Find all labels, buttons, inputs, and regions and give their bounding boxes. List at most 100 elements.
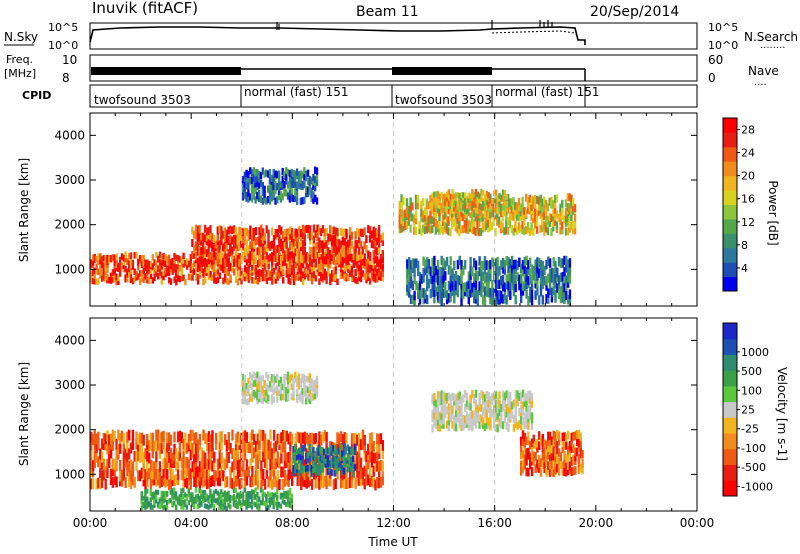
- echo-cell: [573, 204, 577, 213]
- echo-cell: [307, 253, 310, 262]
- echo-cell: [505, 422, 508, 430]
- echo-cell: [176, 262, 180, 270]
- echo-cell: [354, 244, 357, 253]
- echo-cell: [561, 258, 564, 268]
- echo-cell: [175, 474, 178, 486]
- colorbar-segment: [723, 247, 737, 263]
- echo-cell: [174, 504, 178, 510]
- echo-cell: [277, 389, 281, 397]
- echo-cell: [149, 272, 153, 279]
- echo-cell: [321, 466, 324, 473]
- echo-cell: [205, 493, 208, 499]
- echo-cell: [473, 393, 476, 402]
- echo-cell: [568, 289, 572, 299]
- echo-cell: [483, 274, 487, 284]
- echo-cell: [229, 248, 232, 257]
- echo-cell: [550, 228, 553, 237]
- echo-cell: [500, 211, 503, 218]
- echo-cell: [543, 221, 546, 230]
- echo-cell: [467, 422, 470, 431]
- echo-cell: [411, 213, 414, 222]
- echo-cell: [104, 466, 107, 478]
- echo-cell: [268, 501, 272, 506]
- echo-cell: [187, 273, 191, 281]
- echo-cell: [234, 448, 238, 460]
- echo-cell: [166, 450, 169, 462]
- echo-cell: [509, 258, 512, 269]
- echo-cell: [530, 452, 534, 462]
- echo-cell: [193, 268, 196, 275]
- echo-cell: [166, 432, 169, 444]
- echo-cell: [162, 430, 165, 442]
- echo-cell: [133, 476, 136, 488]
- echo-cell: [480, 404, 483, 412]
- echo-cell: [202, 278, 205, 286]
- echo-cell: [377, 259, 381, 268]
- x-tick-labels: 00:00 04:00 08:00 12:00 16:00 20:00 00:00: [73, 516, 715, 530]
- colorbar-segment: [723, 233, 737, 249]
- echo-cell: [205, 504, 208, 509]
- echo-cell: [456, 287, 460, 298]
- echo-cell: [482, 260, 485, 271]
- echo-cell: [488, 208, 492, 217]
- echo-cell: [480, 419, 483, 428]
- echo-cell: [283, 450, 287, 462]
- nave-label: Nave: [748, 64, 779, 78]
- echo-cell: [251, 239, 254, 248]
- echo-cell: [429, 266, 432, 276]
- echo-cell: [258, 429, 261, 441]
- echo-cell: [503, 196, 507, 202]
- echo-cell: [379, 433, 383, 445]
- echo-cell: [476, 271, 479, 281]
- echo-cell: [216, 458, 220, 470]
- echo-cell: [99, 467, 102, 478]
- echo-cell: [281, 383, 284, 391]
- echo-cell: [207, 231, 210, 240]
- echo-cell: [100, 275, 104, 282]
- echo-cell: [151, 460, 154, 472]
- echo-cell: [330, 449, 333, 457]
- echo-cell: [106, 254, 109, 262]
- echo-cell: [238, 466, 241, 477]
- echo-cell: [507, 226, 510, 235]
- echo-cell: [358, 460, 361, 472]
- echo-cell: [194, 241, 198, 250]
- echo-cell: [151, 504, 154, 510]
- echo-cell: [431, 393, 434, 402]
- echo-cell: [408, 288, 411, 298]
- echo-cell: [450, 221, 454, 230]
- echo-cell: [528, 194, 531, 203]
- echo-cell: [339, 431, 343, 443]
- echo-cell: [263, 439, 267, 451]
- echo-cell: [309, 263, 312, 270]
- echo-cell: [162, 490, 165, 496]
- echo-cell: [196, 273, 200, 281]
- echo-cell: [285, 474, 288, 486]
- echo-cell: [335, 458, 339, 466]
- echo-cell: [300, 432, 303, 444]
- echo-cell: [182, 504, 185, 510]
- echo-cell: [354, 277, 357, 284]
- echo-cell: [280, 242, 283, 251]
- echo-cell: [530, 280, 534, 290]
- echo-cell: [148, 277, 151, 285]
- echo-cell: [528, 203, 531, 212]
- cpid-segment-2: normal (fast) 151: [244, 85, 348, 99]
- echo-cell: [445, 208, 449, 215]
- echo-cell: [451, 211, 454, 217]
- echo-cell: [503, 210, 507, 217]
- echo-cell: [534, 200, 537, 209]
- echo-cell: [270, 498, 274, 503]
- echo-cell: [195, 466, 198, 478]
- echo-cell: [274, 254, 277, 263]
- echo-cell: [426, 281, 429, 292]
- echo-cell: [570, 200, 573, 209]
- echo-cell: [532, 196, 535, 205]
- echo-cell: [323, 268, 326, 276]
- echo-cell: [359, 439, 363, 451]
- echo-cell: [301, 247, 305, 256]
- echo-cell: [144, 469, 147, 481]
- echo-cell: [409, 224, 412, 233]
- echo-cell: [247, 491, 250, 497]
